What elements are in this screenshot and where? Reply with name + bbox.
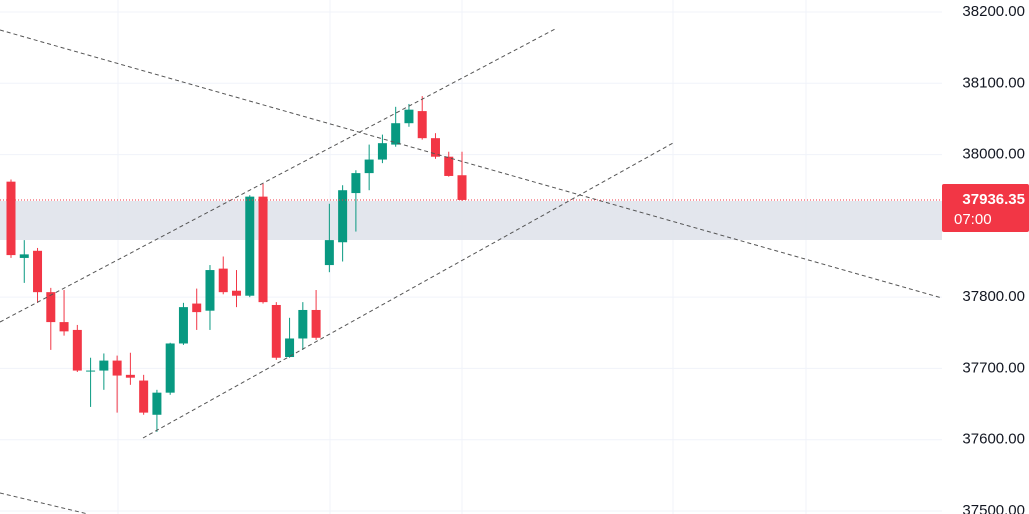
y-tick-label: 37700.00 [962,359,1025,376]
candle-body [59,322,69,332]
y-tick-label: 38000.00 [962,146,1025,163]
candle-body [391,123,401,145]
price-label: 37936.35 [962,191,1025,208]
candle-body [364,159,374,174]
candle-body [86,370,96,372]
candle-body [311,309,321,338]
candle-body [324,240,334,266]
price-label-box [942,183,1029,232]
candle-body [457,175,467,200]
candle-body [33,250,43,293]
trend-lines [0,27,943,514]
y-tick-label: 37500.00 [962,502,1025,514]
candle-body [99,360,109,371]
candle-body [6,181,16,256]
candle-body [218,268,228,293]
trend-line [142,142,674,439]
candle-body [444,156,454,176]
trend-line [0,492,89,514]
candle-body [430,138,440,157]
y-tick-label: 37800.00 [962,288,1025,305]
y-tick-label: 37600.00 [962,431,1025,448]
candle-body [112,360,122,376]
candle-body [338,190,348,243]
y-tick-label: 38100.00 [962,74,1025,91]
horizontal-grid [0,11,942,512]
candle-body [192,303,202,313]
candle-body [205,270,215,311]
candle-body [72,329,82,371]
candle-body [245,196,255,296]
candle-body [285,338,295,358]
price-time: 07:00 [954,211,992,228]
candle-body [232,290,242,296]
candle-body [377,143,387,160]
trend-line [0,27,558,323]
zone [0,201,942,240]
candle-body [271,304,281,358]
candle-body [258,196,268,303]
trend-line [0,29,943,299]
candle-body [152,392,162,415]
candle-body [125,374,135,378]
y-tick-label: 38200.00 [962,3,1025,20]
candle-body [417,111,427,139]
vertical-grid [117,0,807,514]
candle-body [165,343,175,393]
candle-body [46,292,56,323]
candle-body [351,173,361,194]
candle-body [298,309,308,339]
candles [6,96,467,432]
candle-body [139,380,149,413]
price-axis: 37500.00 37600.00 37700.00 37800.00 38000.00… [942,3,1029,514]
candle-body [19,254,29,258]
candle-body [178,307,188,344]
candle-body [404,109,414,124]
